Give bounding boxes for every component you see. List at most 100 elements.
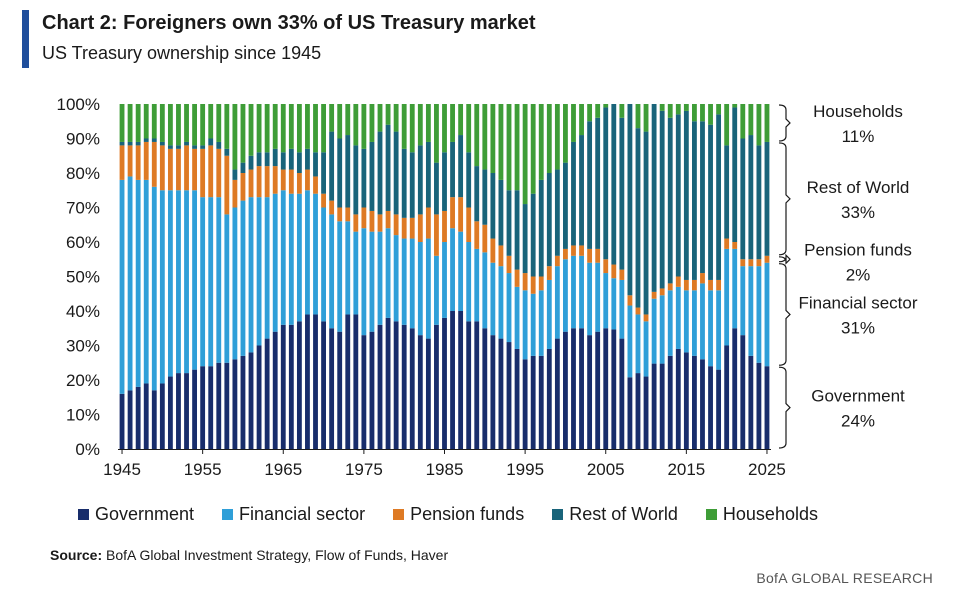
bar-households — [466, 104, 472, 153]
bar-financial-sector — [248, 197, 254, 353]
bar-households — [401, 104, 407, 149]
bar-pension-funds — [538, 276, 544, 291]
bar-households — [595, 104, 601, 118]
bar-rest-of-world — [353, 145, 359, 215]
bar-government — [216, 362, 222, 449]
bar-government — [208, 366, 214, 449]
bar-financial-sector — [708, 290, 713, 367]
bar-government — [619, 338, 625, 449]
bar-rest-of-world — [385, 124, 391, 211]
annotation-bracket-financial-sector — [778, 263, 791, 366]
annotations: Households 11% Rest of World 33% Pension fun… — [778, 102, 918, 449]
bar-pension-funds — [337, 207, 343, 222]
bar-pension-funds — [756, 259, 762, 267]
bar-households — [708, 104, 713, 125]
bar-pension-funds — [345, 207, 351, 222]
bar-households — [522, 104, 528, 205]
bar-government — [288, 324, 294, 449]
bar-rest-of-world — [288, 148, 294, 170]
bar-rest-of-world — [659, 110, 665, 289]
bar-government — [313, 314, 318, 449]
legend-item-financial-sector: Financial sector — [222, 504, 365, 525]
annotation-bracket-government — [778, 366, 791, 449]
bar-government — [635, 373, 641, 449]
bar-pension-funds — [256, 166, 262, 198]
bar-rest-of-world — [692, 121, 697, 280]
bar-financial-sector — [200, 197, 206, 367]
bar-financial-sector — [530, 293, 536, 356]
bar-households — [313, 104, 318, 153]
bar-government — [627, 377, 633, 449]
bar-households — [442, 104, 447, 153]
bar-government — [159, 383, 165, 449]
bar-government — [167, 376, 173, 449]
y-tick-label: 70% — [66, 199, 100, 218]
bar-financial-sector — [135, 179, 141, 387]
bar-households — [264, 104, 270, 153]
bar-pension-funds — [571, 245, 576, 256]
bar-rest-of-world — [700, 121, 705, 274]
bar-pension-funds — [409, 217, 415, 239]
bar-rest-of-world — [135, 141, 141, 146]
bar-government — [248, 352, 254, 449]
bar-government — [546, 348, 552, 449]
bar-financial-sector — [490, 262, 496, 336]
bar-rest-of-world — [369, 141, 375, 211]
bar-pension-funds — [474, 221, 480, 249]
bar-financial-sector — [603, 273, 609, 329]
bar-households — [135, 104, 141, 142]
bar-financial-sector — [417, 242, 423, 336]
bar-government — [538, 355, 544, 449]
bar-households — [732, 104, 738, 108]
bar-financial-sector — [329, 214, 335, 329]
bar-rest-of-world — [200, 145, 206, 149]
bar-rest-of-world — [417, 145, 423, 215]
bar-pension-funds — [208, 145, 214, 198]
bar-government — [659, 363, 665, 449]
annotation-label-financial-sector: Financial sector — [798, 293, 917, 312]
bar-government — [700, 359, 705, 449]
x-tick-label: 1955 — [184, 460, 222, 479]
bar-rest-of-world — [635, 128, 641, 308]
bar-government — [603, 328, 609, 449]
bar-financial-sector — [554, 266, 560, 339]
bar-government — [595, 331, 601, 449]
bar-households — [554, 104, 560, 170]
bar-financial-sector — [425, 238, 431, 339]
bar-rest-of-world — [425, 141, 431, 208]
bar-financial-sector — [345, 221, 351, 315]
bar-pension-funds — [321, 193, 326, 208]
bar-rest-of-world — [127, 141, 133, 146]
bar-financial-sector — [369, 231, 375, 332]
legend-swatch-households — [705, 509, 717, 520]
bar-financial-sector — [240, 200, 246, 356]
legend-label-households: Households — [722, 504, 818, 524]
bar-government — [611, 329, 617, 449]
bar-households — [675, 104, 681, 115]
bar-pension-funds — [595, 248, 601, 263]
bar-pension-funds — [393, 214, 399, 236]
bar-households — [692, 104, 697, 122]
bar-rest-of-world — [587, 121, 593, 249]
bar-government — [200, 366, 206, 449]
bar-households — [345, 104, 351, 136]
bar-rest-of-world — [554, 169, 560, 256]
bar-rest-of-world — [619, 117, 625, 270]
bar-financial-sector — [466, 242, 472, 322]
bar-pension-funds — [482, 224, 488, 253]
bar-rest-of-world — [732, 107, 738, 242]
bar-pension-funds — [740, 259, 746, 267]
bar-rest-of-world — [474, 166, 480, 222]
bar-financial-sector — [458, 231, 464, 311]
bar-pension-funds — [143, 141, 149, 180]
bar-financial-sector — [683, 290, 689, 353]
bar-rest-of-world — [401, 148, 407, 218]
bar-government — [417, 335, 423, 449]
bar-households — [184, 104, 189, 142]
bar-households — [167, 104, 173, 146]
bar-financial-sector — [587, 262, 593, 336]
y-tick-label: 60% — [66, 233, 100, 252]
bar-pension-funds — [611, 264, 617, 279]
bar-rest-of-world — [458, 135, 464, 198]
bar-households — [305, 104, 310, 149]
